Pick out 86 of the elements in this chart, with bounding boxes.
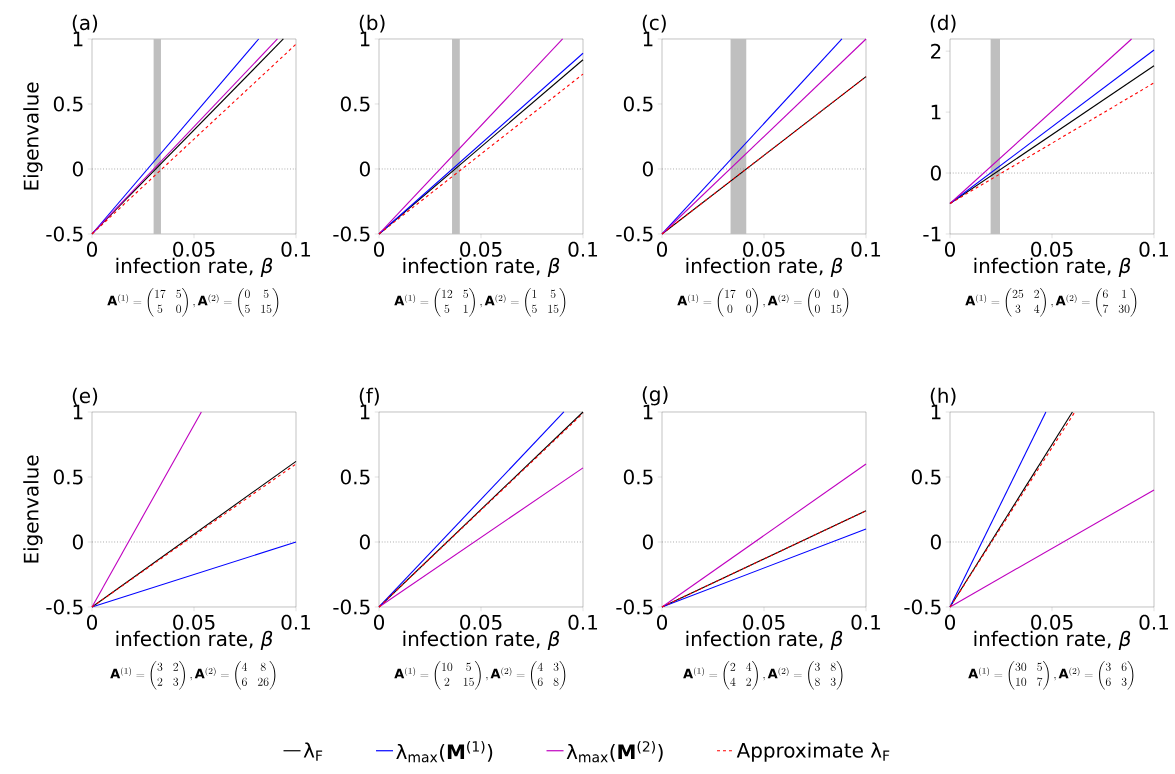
y-tick-label: 0 xyxy=(642,161,653,177)
y-tick-label: 0 xyxy=(359,534,370,550)
x-axis-title: infection rate, β xyxy=(686,257,843,278)
x-tick-label: 0.05 xyxy=(173,614,215,630)
y-tick-label: 0.5 xyxy=(340,469,370,485)
y-tick-label: -0.5 xyxy=(46,226,83,242)
x-tick-label: 0.1 xyxy=(1139,614,1169,630)
x-tick-label: 0 xyxy=(656,614,668,630)
chart-title: (b) xyxy=(359,14,385,33)
chart-title: (g) xyxy=(642,386,668,406)
y-tick-label: 1 xyxy=(931,104,941,120)
x-axis-title: infection rate, β xyxy=(974,257,1131,278)
x-tick-label: 0.1 xyxy=(851,241,881,257)
y-tick-label: 1 xyxy=(73,404,83,420)
x-tick-label: 0 xyxy=(86,241,98,257)
y-tick-label: -0.5 xyxy=(904,599,941,615)
y-tick-label: 0.5 xyxy=(340,96,370,112)
y-tick-label: -0.5 xyxy=(616,226,653,242)
x-tick-label: 0.1 xyxy=(281,241,311,257)
x-tick-label: 0.1 xyxy=(568,241,598,257)
x-tick-label: 0 xyxy=(86,614,98,630)
y-tick-label: 0 xyxy=(359,161,370,177)
y-tick-label: 1 xyxy=(643,31,653,47)
x-tick-label: 0.05 xyxy=(460,614,502,630)
chart-title: (a) xyxy=(72,14,98,33)
chart-title: (d) xyxy=(930,14,956,33)
x-tick-label: 0 xyxy=(944,241,956,257)
x-tick-label: 0.1 xyxy=(851,614,881,630)
text: $\mathbf{A}^{(1)}=\begin{pmatrix}25 & 2\\ 3 & 4\end{pmatrix}, \mathbf{A}^{(2)}=\begin{pmatrix}6 & 1\\ 7 & 30\end{pmatrix}$ xyxy=(965,287,1137,317)
chart-title: (e) xyxy=(72,387,98,406)
x-tick-label: 0.05 xyxy=(173,241,215,257)
x-tick-label: 0.05 xyxy=(743,241,785,257)
y-tick-label: -0.5 xyxy=(333,226,370,242)
y-tick-label: 0.5 xyxy=(53,469,83,485)
y-tick-label: 0 xyxy=(642,534,653,550)
x-tick-label: 0.05 xyxy=(1031,241,1073,257)
y-tick-label: 1 xyxy=(643,404,653,420)
x-tick-label: 0.1 xyxy=(281,614,311,630)
text: $\mathbf{A}^{(1)}=\begin{pmatrix}3 & 2\\ 2 & 3\end{pmatrix}, \mathbf{A}^{(2)}=\begin{pmatrix}4 & 8\\ 6 & 26\end{pmatrix}$ xyxy=(110,660,276,690)
x-tick-label: 0 xyxy=(944,614,956,630)
y-tick-label: 0 xyxy=(930,165,941,181)
x-tick-label: 0.05 xyxy=(460,241,502,257)
y-tick-label: 1 xyxy=(360,404,370,420)
y-tick-label: 0 xyxy=(72,534,83,550)
x-axis-title: infection rate, β xyxy=(403,257,560,278)
chart-title: (f) xyxy=(359,387,379,406)
text: $\mathbf{A}^{(1)}=\begin{pmatrix}17 & 0\\ 0 & 0\end{pmatrix}, \mathbf{A}^{(2)}=\begin{pmatrix}0 & 0\\ 0 & 15\end{pmatrix}$ xyxy=(677,287,849,317)
x-tick-label: 0 xyxy=(373,614,385,630)
legend-label: Approximate λ$_{F}$ xyxy=(736,742,890,762)
y-tick-label: -0.5 xyxy=(616,599,653,615)
legend-label: λ$_{F}$ xyxy=(303,742,323,761)
y-tick-label: 0.5 xyxy=(911,469,941,485)
y-tick-label: 0.5 xyxy=(623,96,653,112)
y-tick-label: 1 xyxy=(73,31,83,47)
x-axis-title: infection rate, β xyxy=(403,630,560,651)
legend-label: λ$_{max}$(M$^{(2)}$) xyxy=(566,740,663,763)
chart-title: (h) xyxy=(930,387,956,406)
text: $\mathbf{A}^{(1)}=\begin{pmatrix}2 & 4\\ 4 & 2\end{pmatrix}, \mathbf{A}^{(2)}=\begin{pmatrix}3 & 8\\ 8 & 3\end{pmatrix}$ xyxy=(683,660,843,690)
chart-title: (c) xyxy=(642,14,666,33)
x-axis-title: infection rate, β xyxy=(116,257,273,278)
y-tick-label: -0.5 xyxy=(333,599,370,615)
y-tick-label: -0.5 xyxy=(46,599,83,615)
x-tick-label: 0.05 xyxy=(743,614,785,630)
x-tick-label: 0.05 xyxy=(1031,614,1073,630)
x-tick-label: 0 xyxy=(656,241,668,257)
y-tick-label: 0 xyxy=(72,161,83,177)
x-axis-title: infection rate, β xyxy=(116,630,273,651)
text: $\mathbf{A}^{(1)}=\begin{pmatrix}30 & 5\\ 10 & 7\end{pmatrix}, \mathbf{A}^{(2)}=\begin{pmatrix}3 & 6\\ 6 & 3\end{pmatrix}$ xyxy=(968,660,1134,690)
y-tick-label: 0.5 xyxy=(53,96,83,112)
y-tick-label: 1 xyxy=(931,404,941,420)
text: $\mathbf{A}^{(1)}=\begin{pmatrix}10 & 5\\ 2 & 15\end{pmatrix}, \mathbf{A}^{(2)}=\begin{pmatrix}4 & 3\\ 6 & 8\end{pmatrix}$ xyxy=(394,660,566,690)
x-tick-label: 0.1 xyxy=(1139,241,1169,257)
x-tick-label: 0 xyxy=(373,241,385,257)
y-tick-label: 2 xyxy=(931,43,941,59)
text: $\mathbf{A}^{(1)}=\begin{pmatrix}12 & 5\\ 5 & 1\end{pmatrix}, \mathbf{A}^{(2)}=\begin{pmatrix}1 & 5\\ 5 & 15\end{pmatrix}$ xyxy=(394,287,566,317)
y-tick-label: -1 xyxy=(923,226,941,242)
legend-label: λ$_{max}$(M$^{(1)}$) xyxy=(396,740,493,763)
y-axis-title: Eigenvalue xyxy=(23,82,43,190)
y-axis-title: Eigenvalue xyxy=(23,455,43,563)
text: $\mathbf{A}^{(1)}=\begin{pmatrix}17 & 5\\ 5 & 0\end{pmatrix}, \mathbf{A}^{(2)}=\begin{pmatrix}0 & 5\\ 5 & 15\end{pmatrix}$ xyxy=(107,287,279,317)
y-tick-label: 1 xyxy=(360,31,370,47)
x-axis-title: infection rate, β xyxy=(686,630,843,651)
y-tick-label: 0 xyxy=(930,534,941,550)
y-tick-label: 0.5 xyxy=(623,469,653,485)
x-tick-label: 0.1 xyxy=(568,614,598,630)
x-axis-title: infection rate, β xyxy=(974,630,1131,651)
